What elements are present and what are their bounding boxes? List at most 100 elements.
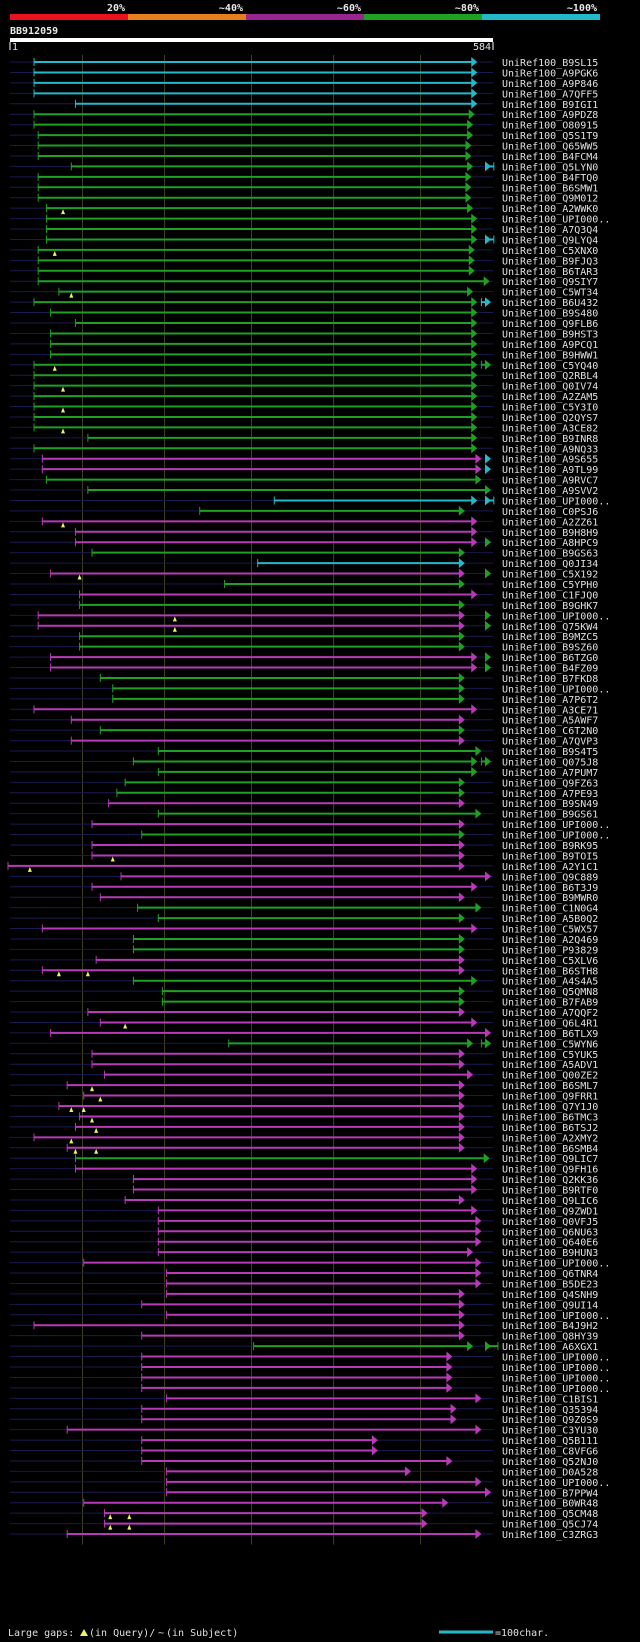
- hit-row: UniRef100_C5WX57: [10, 923, 598, 936]
- hit-row: UniRef100_Q9UI14: [10, 1299, 598, 1311]
- hit-row: UniRef100_UPI000..: [10, 610, 610, 622]
- hit-arrowhead: [458, 850, 465, 861]
- hit-arrowhead: [471, 307, 478, 318]
- hit-row: UniRef100_B9GS61: [10, 808, 598, 821]
- hit-arrowhead: [465, 150, 472, 161]
- hit-label: UniRef100_B7FAB9: [502, 998, 598, 1009]
- hit-label: UniRef100_UPI000..: [502, 1363, 610, 1374]
- hit-row: UniRef100_Q9Z0S9: [10, 1414, 598, 1426]
- hit-arrowhead: [442, 1497, 449, 1508]
- hit-arrowhead: [471, 526, 478, 537]
- hit-label: UniRef100_A7QVP3: [502, 737, 598, 748]
- hit-row: UniRef100_UPI000..: [10, 495, 610, 507]
- hit-label: UniRef100_A8HPC9: [502, 538, 598, 549]
- hit-arrowhead: [471, 881, 478, 892]
- hit-row: UniRef100_B9GS63: [10, 547, 598, 560]
- hit-arrowhead: [471, 432, 478, 443]
- gap-marker: [73, 1148, 78, 1154]
- hit-arrowhead: [475, 1529, 482, 1540]
- hit-label: UniRef100_A2ZAM5: [502, 392, 598, 403]
- hit-label: UniRef100_C6T2N0: [502, 726, 598, 737]
- hit-row: UniRef100_UPI000..: [10, 683, 610, 695]
- hit-row: UniRef100_Q5S1T9: [10, 130, 598, 142]
- hit-row: UniRef100_C5XNX0: [10, 244, 598, 257]
- hit-arrowhead: [467, 1069, 474, 1080]
- hit-label: UniRef100_P93829: [502, 945, 598, 956]
- hit-row: UniRef100_B6SML7: [10, 1080, 598, 1092]
- hit-label: UniRef100_Q5CM48: [502, 1509, 598, 1520]
- hit-arrowhead: [458, 693, 465, 704]
- hit-row: UniRef100_A6XGX1: [10, 1341, 598, 1353]
- hit-label: UniRef100_C1FJQ0: [502, 590, 598, 601]
- hit-label: UniRef100_A2Q469: [502, 935, 598, 946]
- hit-label: UniRef100_C5Y3I0: [502, 403, 598, 414]
- hit-row: UniRef100_Q6NU63: [10, 1226, 598, 1238]
- hit-row: UniRef100_Q9LIC7: [10, 1153, 598, 1165]
- hit-arrowhead: [467, 119, 474, 130]
- hit-arrowhead: [471, 766, 478, 777]
- gap-marker: [52, 250, 57, 256]
- hit-arrowhead: [458, 641, 465, 652]
- hit-arrowhead: [471, 411, 478, 422]
- hit-arrowhead: [485, 662, 491, 673]
- hit-row: UniRef100_A8HPC9: [10, 537, 598, 549]
- hit-label: UniRef100_UPI000..: [502, 215, 610, 226]
- hit-row: UniRef100_B6U432: [10, 297, 598, 309]
- gap-marker: [27, 866, 32, 872]
- hit-label: UniRef100_B4FCM4: [502, 152, 598, 163]
- hit-label: UniRef100_B9HUN3: [502, 1248, 598, 1259]
- hit-row: UniRef100_B6TLX9: [10, 1027, 598, 1040]
- gap-marker: [61, 428, 66, 434]
- hit-arrowhead: [485, 1341, 491, 1352]
- hit-arrowhead: [421, 1508, 428, 1519]
- hit-label: UniRef100_Q65WW5: [502, 142, 598, 153]
- hit-label: UniRef100_Q4SNH9: [502, 1290, 598, 1301]
- hit-arrowhead: [471, 537, 478, 548]
- hit-row: UniRef100_A5AWF7: [10, 714, 598, 727]
- hit-row: UniRef100_A9TL99: [10, 464, 598, 476]
- hit-row: UniRef100_A2ZAM5: [10, 391, 598, 403]
- hit-row: UniRef100_C1FJQ0: [10, 589, 598, 601]
- hit-arrowhead: [471, 704, 478, 715]
- hit-row: UniRef100_B4FZ09: [10, 662, 598, 675]
- gap-marker: [90, 1117, 95, 1123]
- hit-arrowhead: [467, 1247, 474, 1258]
- hit-row: UniRef100_B7PPW4: [10, 1487, 598, 1499]
- hit-label: UniRef100_B9GHK7: [502, 601, 598, 612]
- hit-arrowhead: [471, 98, 478, 109]
- hit-arrowhead: [371, 1435, 378, 1446]
- hit-arrowhead: [467, 286, 474, 297]
- hit-label: UniRef100_Q9SIY7: [502, 277, 598, 288]
- hit-label: UniRef100_A2ZZ61: [502, 517, 598, 528]
- hit-arrowhead: [404, 1466, 411, 1477]
- hit-arrowhead: [471, 297, 478, 308]
- bottom-legend: Large gaps: (in Query)/ ~ (in Subject) =…: [8, 1628, 549, 1639]
- hit-arrowhead: [450, 1414, 457, 1425]
- hit-arrowhead: [485, 495, 491, 506]
- hit-label: UniRef100_Q9C889: [502, 872, 598, 883]
- identity-band: [364, 14, 482, 20]
- hit-row: UniRef100_B9RK95: [10, 840, 598, 852]
- identity-band-label: 20%: [107, 3, 125, 14]
- hit-row: UniRef100_Q5CJ74: [10, 1518, 598, 1531]
- hit-row: UniRef100_A7PUM7: [10, 766, 598, 779]
- hit-row: UniRef100_Q5B111: [10, 1435, 598, 1447]
- hit-label: UniRef100_A2Y1C1: [502, 862, 598, 873]
- hit-row: UniRef100_B6TSJ2: [10, 1121, 598, 1134]
- hit-label: UniRef100_UPI000..: [502, 611, 610, 622]
- identity-band-label: ~40%: [219, 3, 243, 14]
- hit-arrowhead: [485, 756, 491, 767]
- hit-arrowhead: [471, 1184, 478, 1195]
- hit-label: UniRef100_Q9UI14: [502, 1300, 598, 1311]
- hit-arrowhead: [458, 558, 465, 569]
- hit-label: UniRef100_B6SML7: [502, 1081, 598, 1092]
- hit-row: UniRef100_Q6TNR4: [10, 1268, 598, 1280]
- hit-arrowhead: [458, 568, 465, 579]
- hit-row: UniRef100_A7P6T2: [10, 693, 598, 706]
- hit-label: UniRef100_UPI000..: [502, 496, 610, 507]
- hit-row: UniRef100_Q9FH16: [10, 1163, 598, 1176]
- hit-label: UniRef100_B9GS63: [502, 549, 598, 560]
- hit-arrowhead: [471, 662, 478, 673]
- hit-label: UniRef100_B6U432: [502, 298, 598, 309]
- hit-row: UniRef100_C5YPH0: [10, 579, 598, 591]
